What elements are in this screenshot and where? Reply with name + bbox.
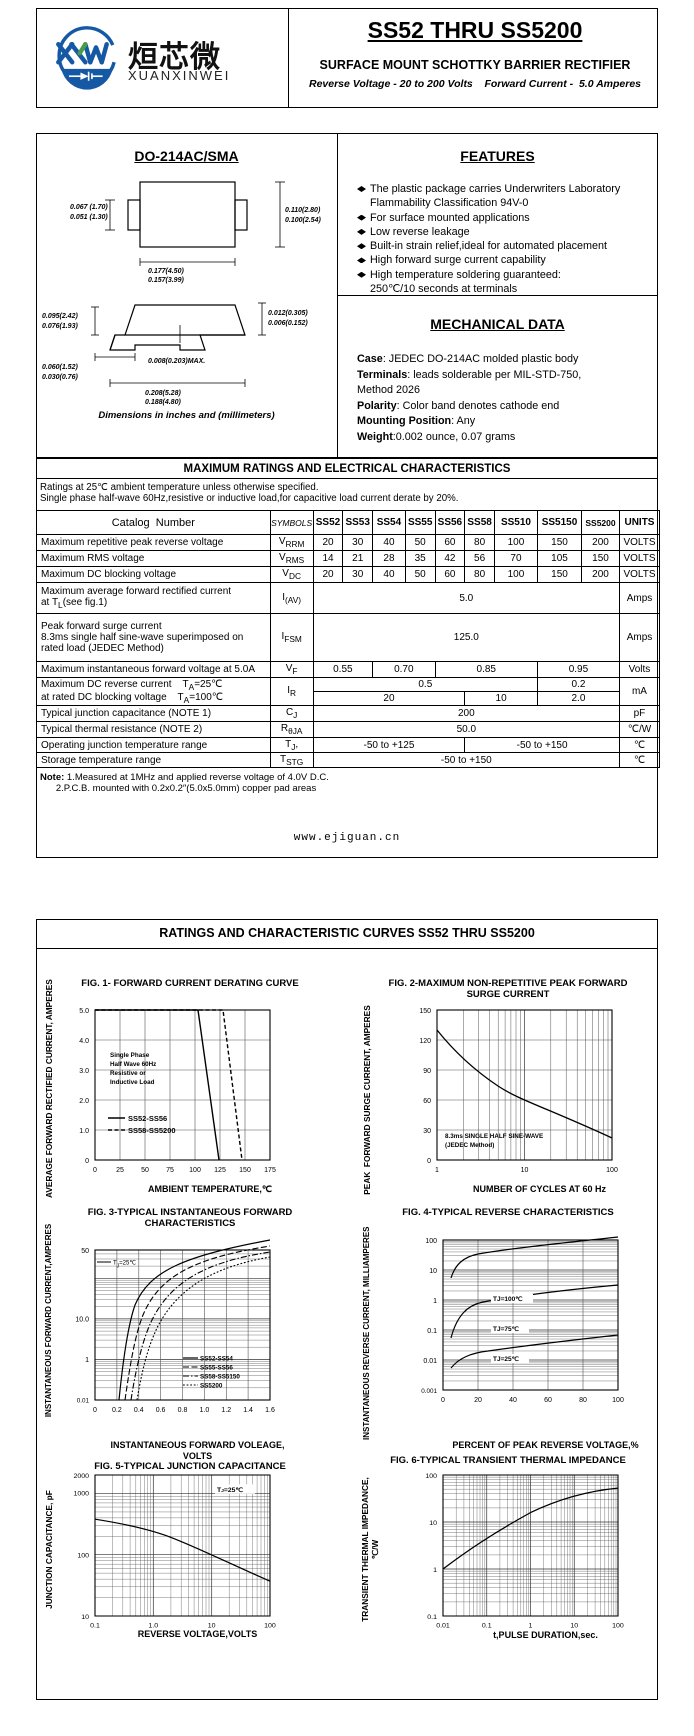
svg-text:0.006(0.152): 0.006(0.152) <box>268 320 308 327</box>
svg-text:TJ=100℃: TJ=100℃ <box>493 1295 523 1303</box>
svg-text:1.0: 1.0 <box>79 1128 89 1135</box>
svg-text:0.1: 0.1 <box>427 1328 437 1335</box>
svg-text:SS55-SS56: SS55-SS56 <box>200 1365 233 1372</box>
svg-text:10: 10 <box>429 1520 437 1527</box>
svg-text:120: 120 <box>419 1038 431 1045</box>
svg-text:0.208(5.28): 0.208(5.28) <box>145 390 181 397</box>
svg-text:Half Wave 60Hz: Half Wave 60Hz <box>110 1061 156 1068</box>
svg-text:1.6: 1.6 <box>265 1407 275 1414</box>
svg-text:0.076(1.93): 0.076(1.93) <box>42 323 78 330</box>
svg-text:(JEDEC Method): (JEDEC Method) <box>445 1142 494 1149</box>
svg-text:1: 1 <box>529 1622 533 1629</box>
svg-text:50: 50 <box>141 1167 149 1174</box>
svg-text:0.030(0.76): 0.030(0.76) <box>42 374 78 381</box>
svg-text:1: 1 <box>433 1298 437 1305</box>
svg-text:0.008(0.203)MAX.: 0.008(0.203)MAX. <box>148 358 205 365</box>
svg-text:0.1: 0.1 <box>482 1622 492 1629</box>
svg-text:0.01: 0.01 <box>436 1622 450 1629</box>
svg-text:3.0: 3.0 <box>79 1068 89 1075</box>
svg-text:75: 75 <box>166 1167 174 1174</box>
svg-text:100: 100 <box>612 1622 624 1629</box>
svg-text:1: 1 <box>435 1167 439 1174</box>
svg-text:50: 50 <box>81 1248 89 1255</box>
svg-text:100: 100 <box>189 1167 201 1174</box>
svg-text:0.051 (1.30): 0.051 (1.30) <box>70 214 108 221</box>
svg-text:0: 0 <box>427 1158 431 1165</box>
svg-text:25: 25 <box>116 1167 124 1174</box>
svg-text:Inductive Load: Inductive Load <box>110 1079 155 1086</box>
svg-text:0.2: 0.2 <box>112 1407 122 1414</box>
svg-text:125: 125 <box>214 1167 226 1174</box>
svg-text:0.177(4.50): 0.177(4.50) <box>148 268 184 275</box>
svg-text:2.0: 2.0 <box>79 1098 89 1105</box>
svg-text:10: 10 <box>81 1614 89 1621</box>
svg-text:10: 10 <box>521 1167 529 1174</box>
svg-text:1: 1 <box>433 1567 437 1574</box>
svg-text:1: 1 <box>85 1357 89 1364</box>
svg-text:0.067 (1.70): 0.067 (1.70) <box>70 204 108 211</box>
svg-text:60: 60 <box>544 1397 552 1404</box>
svg-text:10.0: 10.0 <box>75 1316 89 1323</box>
svg-text:100: 100 <box>612 1397 624 1404</box>
svg-text:100: 100 <box>425 1473 437 1480</box>
svg-text:1.2: 1.2 <box>221 1407 231 1414</box>
svg-text:0.012(0.305): 0.012(0.305) <box>268 310 308 317</box>
svg-text:100: 100 <box>606 1167 618 1174</box>
svg-text:10: 10 <box>570 1622 578 1629</box>
svg-text:1.4: 1.4 <box>243 1407 253 1414</box>
svg-text:150: 150 <box>419 1008 431 1015</box>
svg-text:0.8: 0.8 <box>178 1407 188 1414</box>
svg-text:10: 10 <box>429 1268 437 1275</box>
svg-text:TJ=25℃: TJ=25℃ <box>217 1486 244 1494</box>
svg-text:0.095(2.42): 0.095(2.42) <box>42 313 78 320</box>
svg-text:150: 150 <box>239 1167 251 1174</box>
svg-text:SS58-SS5200: SS58-SS5200 <box>128 1126 176 1135</box>
svg-text:0.110(2.80): 0.110(2.80) <box>285 207 321 214</box>
svg-text:0.01: 0.01 <box>77 1397 90 1404</box>
svg-text:0: 0 <box>441 1397 445 1404</box>
svg-text:Resistive or: Resistive or <box>110 1070 146 1077</box>
svg-text:1.0: 1.0 <box>200 1407 210 1414</box>
svg-text:0.6: 0.6 <box>156 1407 166 1414</box>
svg-text:5.0: 5.0 <box>79 1008 89 1015</box>
svg-text:0: 0 <box>85 1158 89 1165</box>
svg-text:80: 80 <box>579 1397 587 1404</box>
svg-text:SS5200: SS5200 <box>200 1383 223 1390</box>
svg-text:0.100(2.54): 0.100(2.54) <box>285 217 321 224</box>
svg-text:0.157(3.99): 0.157(3.99) <box>148 277 184 284</box>
svg-text:30: 30 <box>423 1128 431 1135</box>
svg-text:4.0: 4.0 <box>79 1038 89 1045</box>
svg-text:0.001: 0.001 <box>421 1388 437 1395</box>
svg-text:0: 0 <box>93 1167 97 1174</box>
svg-text:0.1: 0.1 <box>427 1614 437 1621</box>
svg-text:0.188(4.80): 0.188(4.80) <box>145 399 181 406</box>
svg-text:SS52-SS54: SS52-SS54 <box>200 1356 233 1363</box>
svg-text:8.3ms SINGLE HALF SINE-WAVE: 8.3ms SINGLE HALF SINE-WAVE <box>445 1133 543 1140</box>
svg-text:SS52-SS56: SS52-SS56 <box>128 1114 167 1123</box>
svg-text:0.01: 0.01 <box>423 1358 437 1365</box>
svg-text:SS58-SS5150: SS58-SS5150 <box>200 1374 240 1381</box>
svg-text:2000: 2000 <box>73 1473 89 1480</box>
svg-text:TJ=75℃: TJ=75℃ <box>493 1325 520 1333</box>
svg-text:1000: 1000 <box>73 1491 89 1498</box>
svg-text:TJ=25℃: TJ=25℃ <box>113 1261 136 1270</box>
svg-text:0: 0 <box>93 1407 97 1414</box>
svg-text:60: 60 <box>423 1098 431 1105</box>
svg-text:0.4: 0.4 <box>134 1407 144 1414</box>
svg-text:TJ=25℃: TJ=25℃ <box>493 1355 520 1363</box>
svg-text:175: 175 <box>264 1167 276 1174</box>
svg-text:100: 100 <box>77 1553 89 1560</box>
svg-text:100: 100 <box>425 1238 437 1245</box>
svg-text:40: 40 <box>509 1397 517 1404</box>
svg-text:Single Phase: Single Phase <box>110 1052 150 1059</box>
svg-text:20: 20 <box>474 1397 482 1404</box>
svg-text:0.060(1.52): 0.060(1.52) <box>42 364 78 371</box>
svg-text:90: 90 <box>423 1068 431 1075</box>
